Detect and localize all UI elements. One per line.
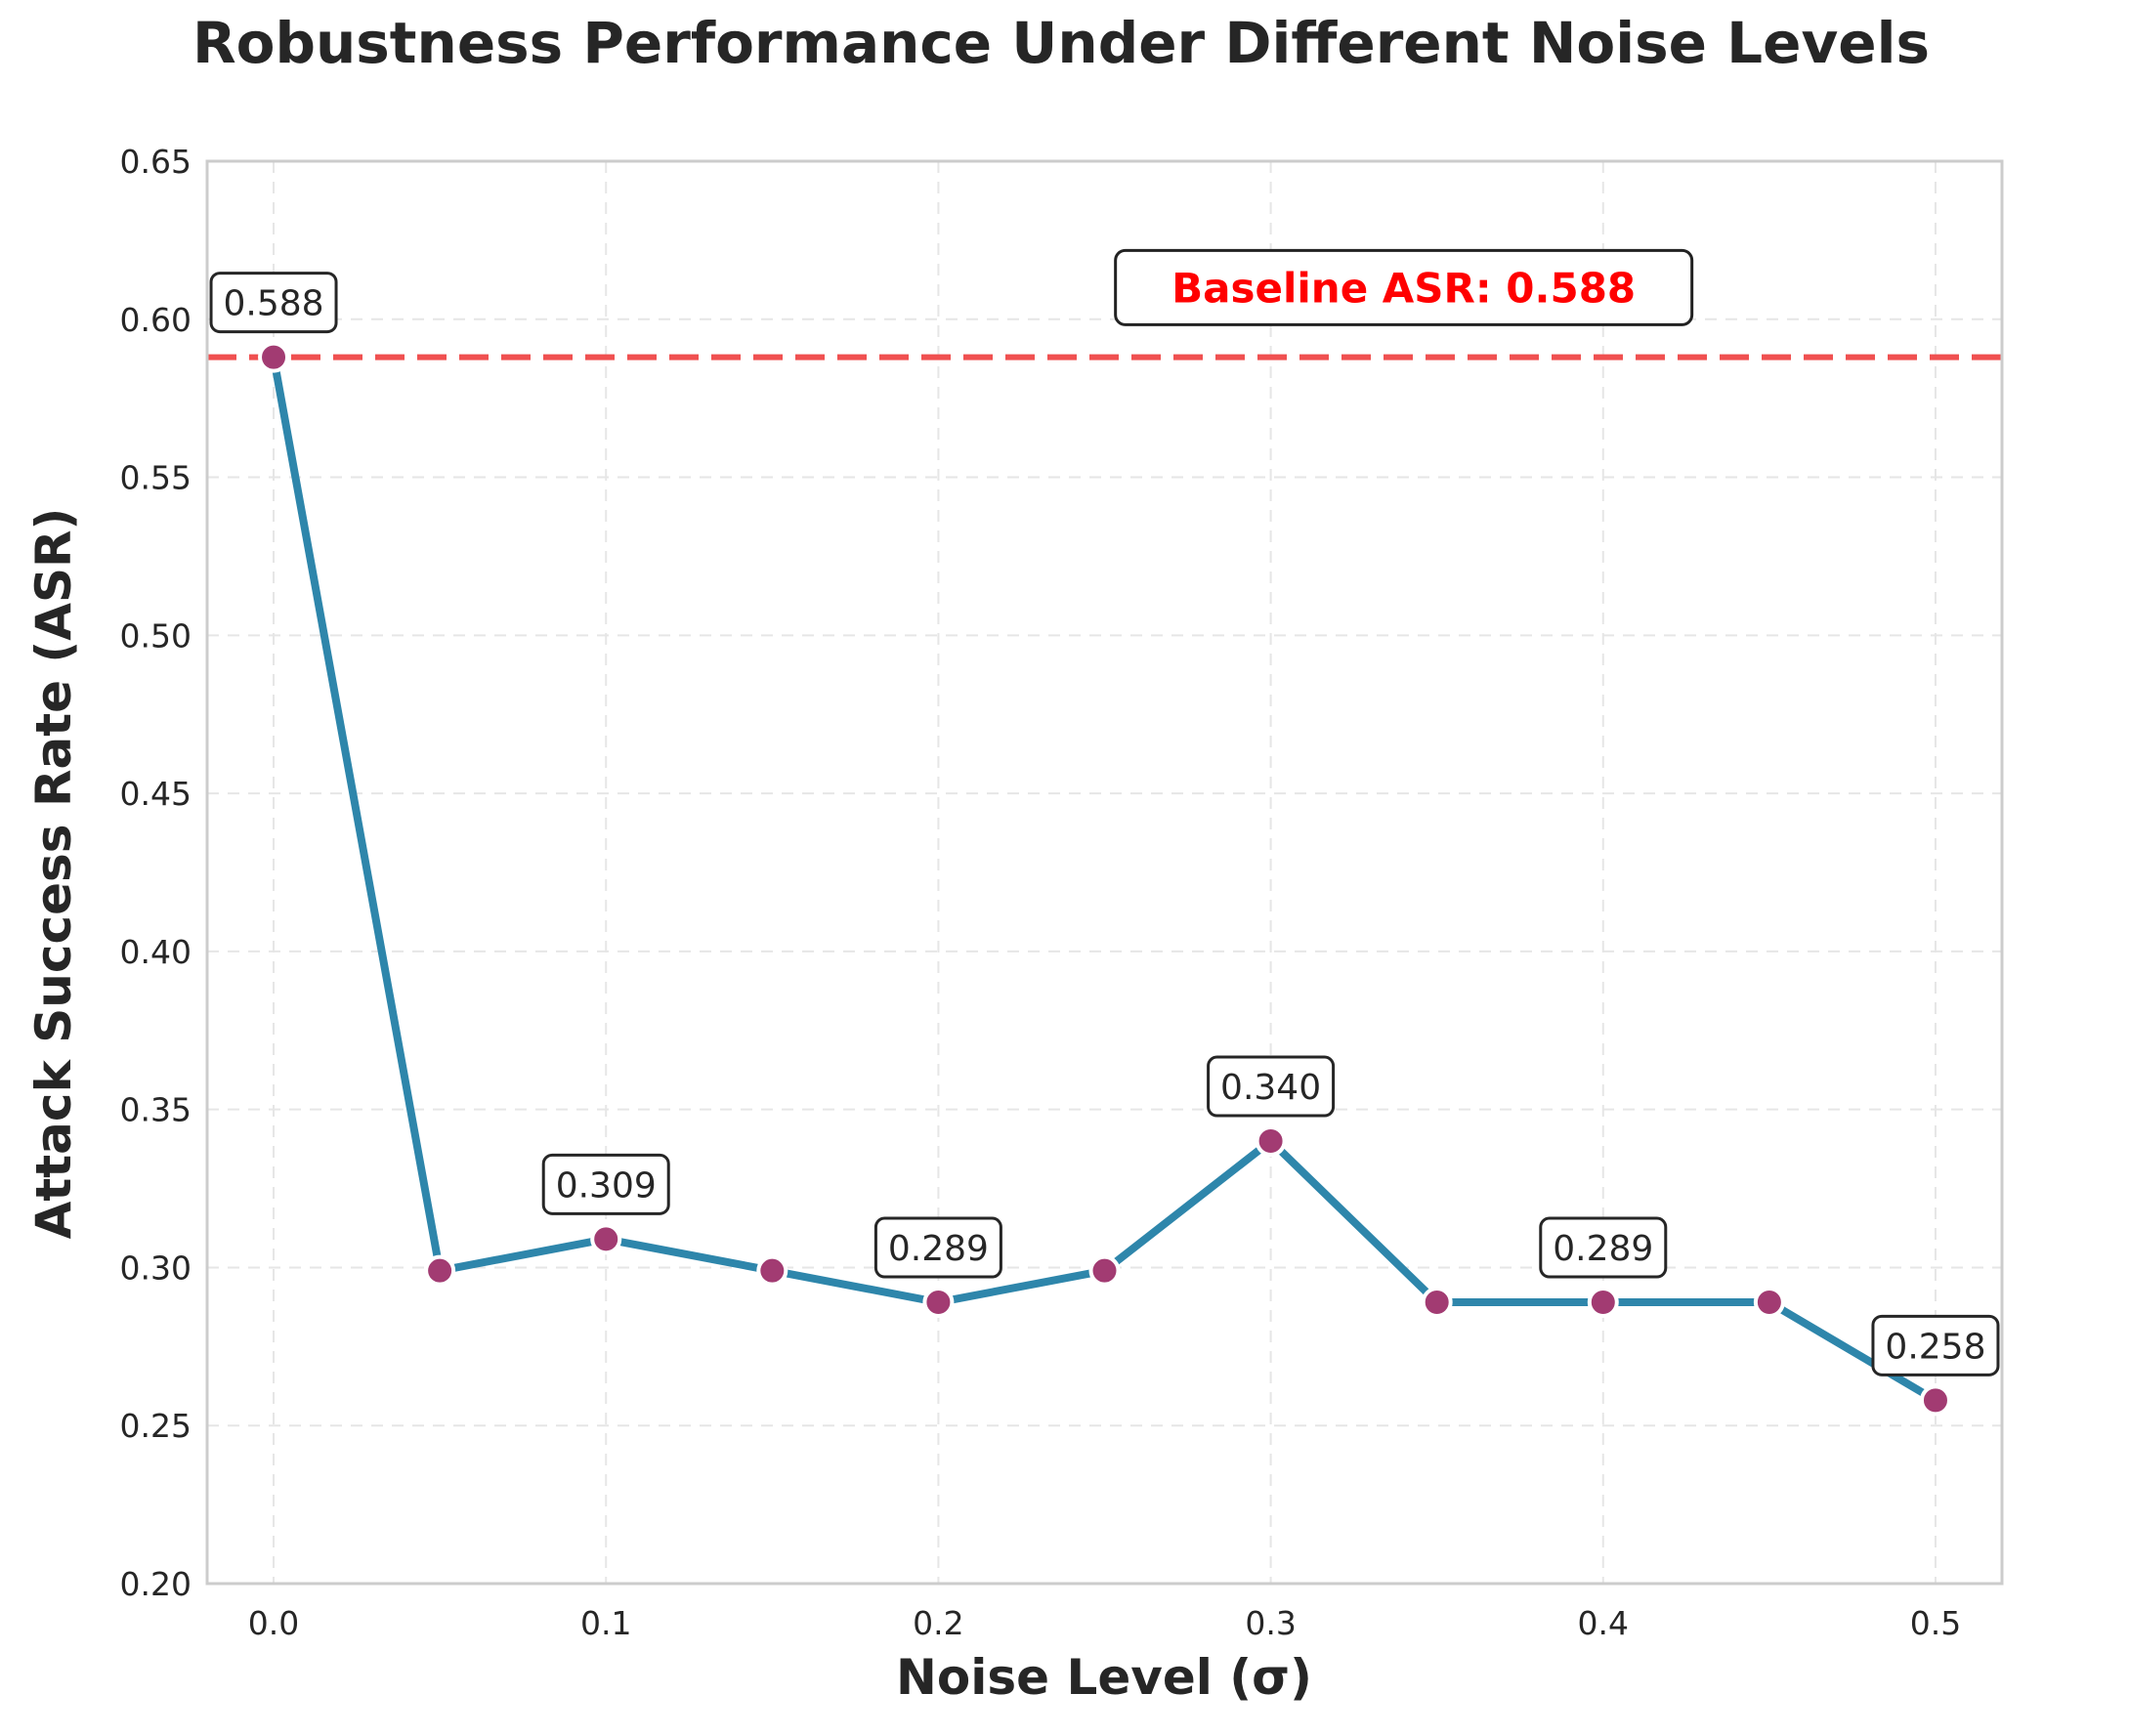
axis-ticks: 0.0 0.1 0.2 0.3 0.4 0.5 0.20 0.25 0.30 0.35 0.40 0.… [120, 143, 1962, 1642]
x-tick-label: 0.4 [1578, 1604, 1629, 1642]
series-group [258, 341, 1951, 1417]
baseline-label: Baseline ASR: 0.588 [1171, 264, 1636, 312]
y-tick-label: 0.60 [120, 301, 192, 339]
y-tick-label: 0.55 [120, 459, 192, 497]
data-point [424, 1254, 456, 1287]
y-tick-label: 0.65 [120, 143, 192, 181]
x-axis-label: Noise Level (σ) [896, 1649, 1312, 1706]
data-point [590, 1223, 622, 1255]
baseline-group: Baseline ASR: 0.588 [207, 248, 2002, 360]
data-point [1088, 1254, 1121, 1287]
data-point [1421, 1287, 1453, 1319]
data-point [1919, 1384, 1951, 1417]
data-point [1587, 1287, 1619, 1319]
data-labels-group: 0.588 0.309 0.289 0.340 0.289 0.258 [209, 272, 2000, 1376]
chart-title: Robustness Performance Under Different N… [192, 10, 1930, 76]
x-tick-label: 0.2 [913, 1604, 963, 1642]
data-label-box [541, 1153, 670, 1215]
y-axis-label: Attack Success Rate (ASR) [25, 508, 82, 1240]
data-label-box [209, 272, 338, 334]
y-tick-label: 0.25 [120, 1407, 192, 1445]
data-label-box [1871, 1314, 2000, 1376]
data-label-box [1207, 1055, 1336, 1118]
x-tick-label: 0.0 [248, 1604, 299, 1642]
x-tick-label: 0.1 [580, 1604, 631, 1642]
data-label-box [873, 1216, 1002, 1279]
data-label: 0.309 [556, 1165, 657, 1206]
y-tick-label: 0.20 [120, 1565, 192, 1603]
y-tick-label: 0.35 [120, 1091, 192, 1129]
y-tick-label: 0.30 [120, 1249, 192, 1287]
data-point [756, 1254, 788, 1287]
data-label: 0.258 [1885, 1327, 1985, 1367]
plot-frame [205, 159, 2004, 1586]
y-tick-label: 0.40 [120, 933, 192, 971]
data-label: 0.289 [1553, 1229, 1653, 1269]
data-label: 0.340 [1220, 1068, 1321, 1108]
grid [207, 160, 2002, 1585]
data-point [258, 341, 290, 373]
data-point [922, 1287, 955, 1319]
data-label: 0.289 [888, 1229, 989, 1269]
series-line [270, 353, 1939, 1405]
data-label-box [1539, 1216, 1668, 1279]
y-tick-label: 0.45 [120, 775, 192, 813]
baseline-label-box [1114, 248, 1694, 326]
data-point [1753, 1287, 1785, 1319]
x-tick-label: 0.3 [1245, 1604, 1296, 1642]
data-point [1255, 1125, 1287, 1158]
data-label: 0.588 [224, 284, 324, 324]
y-tick-label: 0.50 [120, 616, 192, 655]
x-tick-label: 0.5 [1910, 1604, 1961, 1642]
